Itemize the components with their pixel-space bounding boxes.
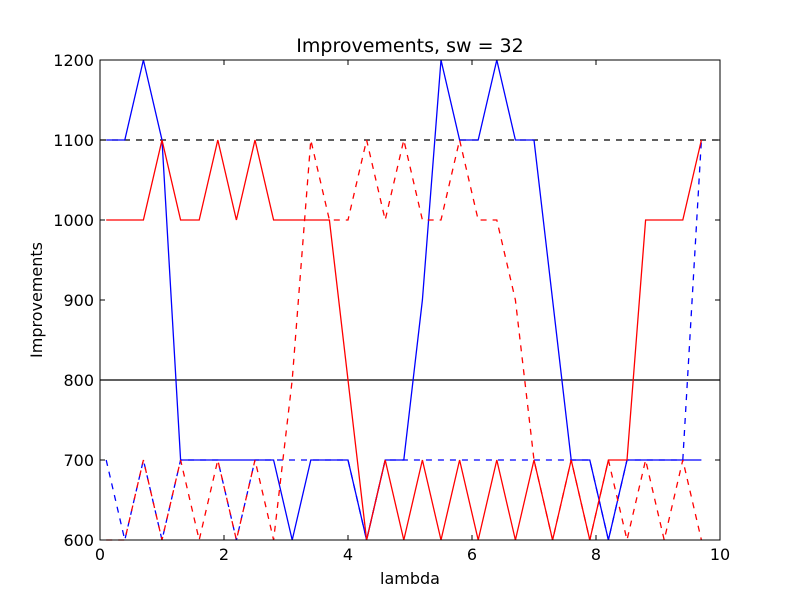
series-line-4 <box>106 139 703 541</box>
y-tick-label: 800 <box>63 371 94 390</box>
x-tick-label: 8 <box>591 545 601 564</box>
chart-title: Improvements, sw = 32 <box>296 35 523 57</box>
y-axis-title: Improvements <box>27 242 46 358</box>
y-tick-label: 900 <box>63 291 94 310</box>
series-line-2 <box>105 139 703 541</box>
x-tick-label: 4 <box>343 545 353 564</box>
x-tick-label: 2 <box>219 545 229 564</box>
x-axis-ticks: 0 2 4 6 8 10 <box>95 60 730 564</box>
x-tick-label: 10 <box>710 545 730 564</box>
reference-lines <box>100 139 720 381</box>
y-tick-label: 1200 <box>53 51 94 70</box>
y-tick-label: 1100 <box>53 131 94 150</box>
x-tick-label: 6 <box>467 545 477 564</box>
y-tick-label: 1000 <box>53 211 94 230</box>
y-tick-label: 600 <box>63 531 94 550</box>
x-axis-title: lambda <box>380 569 440 588</box>
y-axis-ticks: 600 700 800 900 1000 1100 1200 <box>53 51 720 550</box>
y-tick-label: 700 <box>63 451 94 470</box>
x-tick-label: 0 <box>95 545 105 564</box>
